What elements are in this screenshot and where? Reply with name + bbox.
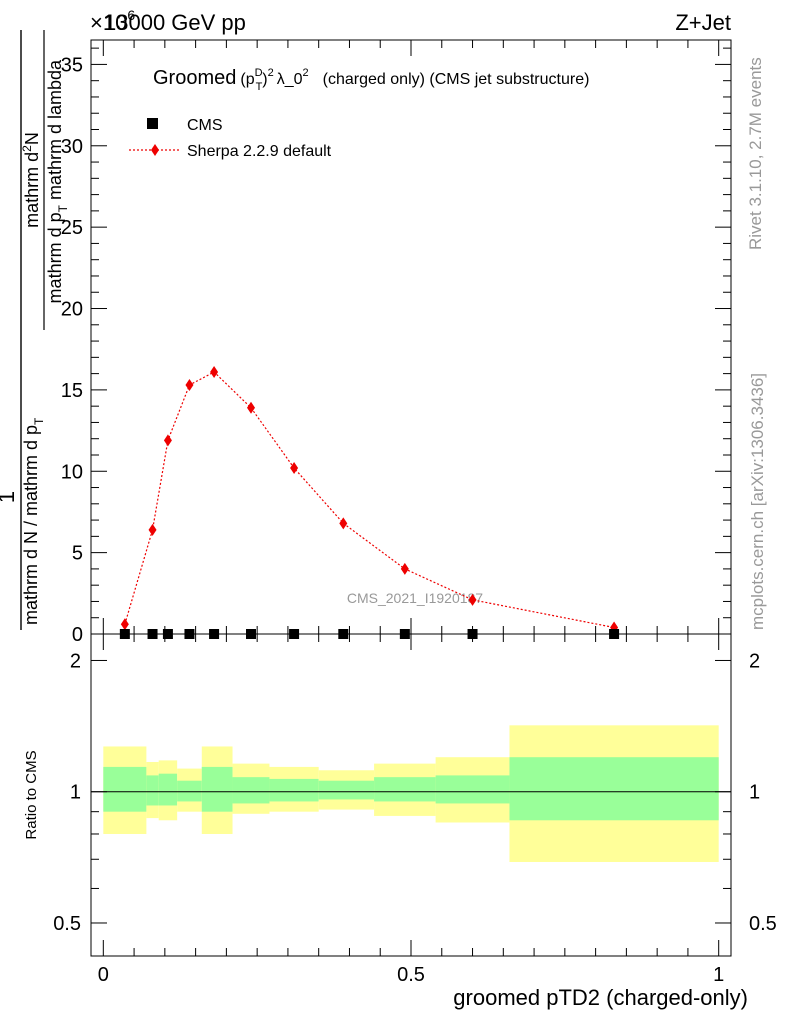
ratio-inner-band [318, 780, 375, 800]
main-y-tick-label: 0 [72, 624, 83, 646]
ratio-inner-band [509, 757, 719, 821]
main-y-tick-label: 25 [61, 217, 83, 239]
ratio-y-axis: 0.5 0.5 1 1 2 2 [53, 650, 777, 935]
x-axis-label: groomed pTD2 (charged-only) [453, 985, 748, 1010]
ratio-y-tick-label: 1 [70, 782, 81, 804]
ratio-y-tick-label: 2 [70, 650, 81, 672]
legend-cms-label: CMS [187, 117, 223, 134]
sherpa-point [148, 523, 157, 536]
ratio-y-tick-label-right: 0.5 [749, 913, 777, 935]
main-y-tick-label: 10 [61, 461, 83, 483]
x-tick-label: 1 [713, 964, 724, 986]
ratio-inner-band [103, 766, 147, 812]
y-label-left-den: mathrm d N / mathrm d pT [21, 417, 46, 625]
ratio-y-tick-label-right: 2 [749, 650, 760, 672]
sherpa-point [468, 593, 477, 606]
ratio-inner-band [374, 777, 436, 802]
ratio-uncertainty-bands [103, 725, 719, 862]
x-tick-label: 0 [98, 964, 109, 986]
ratio-inner-band [269, 778, 319, 802]
legend-sherpa-label: Sherpa 2.2.9 default [187, 143, 332, 160]
sherpa-point [210, 365, 219, 378]
main-y-tick-label: 20 [61, 299, 83, 321]
ratio-inner-band [435, 775, 510, 804]
ratio-inner-band [201, 766, 233, 812]
ratio-x-axis: 0 0.5 1 [98, 634, 724, 986]
ratio-inner-band [158, 773, 178, 806]
x-tick-label: 0.5 [397, 964, 425, 986]
analysis-watermark: CMS_2021_I1920187 [347, 590, 483, 606]
exponent-label: ×106 [90, 7, 135, 35]
sherpa-point [247, 401, 255, 414]
main-y-tick-label: 30 [61, 136, 83, 158]
energy-label: 13000 GeV pp [104, 10, 246, 35]
sherpa-series [120, 365, 619, 634]
sherpa-point [400, 562, 409, 575]
y-label-num: mathrm d2N [20, 132, 42, 228]
main-y-axis: 0 5 10 15 20 25 30 35 [61, 47, 731, 646]
sherpa-point [120, 618, 129, 631]
y-label-numerator-one: 1 [0, 491, 19, 503]
sherpa-point [163, 434, 172, 447]
plot-title: Groomed (pD T)2 λ_02 (charged only) (CMS jet… [153, 67, 589, 93]
sherpa-point [290, 462, 299, 475]
sherpa-point [185, 379, 194, 392]
ratio-inner-band [232, 777, 270, 804]
legend-sherpa-marker [151, 144, 159, 156]
main-y-axis-label: 1 mathrm d2N mathrm d pT mathrm d lambda… [0, 30, 70, 630]
y-label-den: mathrm d pT mathrm d lambda [45, 59, 70, 303]
rivet-version-label: Rivet 3.1.10, 2.7M events [746, 57, 765, 250]
legend-cms-marker [147, 118, 158, 129]
main-y-tick-label: 15 [61, 380, 83, 402]
mcplots-label: mcplots.cern.ch [arXiv:1306.3436] [748, 373, 767, 630]
sherpa-point [339, 517, 348, 530]
main-y-tick-label: 35 [61, 54, 83, 76]
process-label: Z+Jet [675, 10, 731, 35]
ratio-y-axis-label: Ratio to CMS [23, 750, 40, 839]
ratio-y-tick-label-right: 1 [749, 782, 760, 804]
ratio-inner-band [146, 775, 159, 806]
main-y-tick-label: 5 [72, 543, 83, 565]
ratio-y-tick-label: 0.5 [53, 913, 81, 935]
ratio-inner-band [177, 780, 202, 802]
sherpa-line [124, 371, 615, 629]
